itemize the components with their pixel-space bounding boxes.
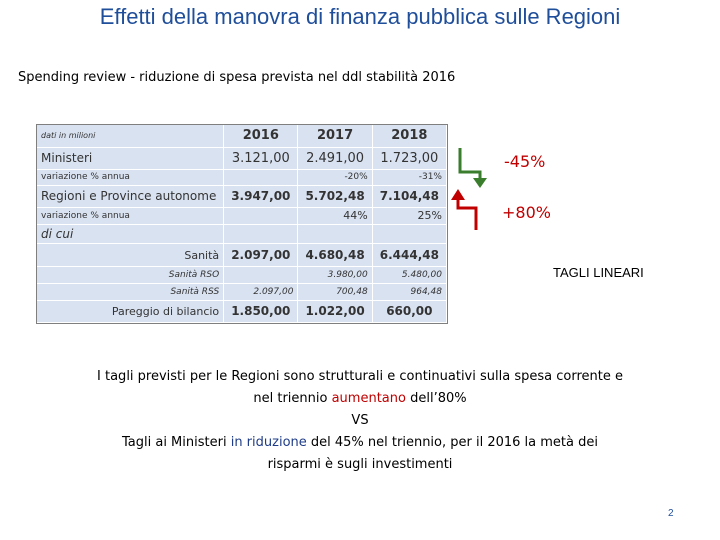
body-line: nel triennio aumentano dell’80% xyxy=(253,391,467,406)
body-line: Tagli ai Ministeri in riduzione del 45% … xyxy=(121,435,598,450)
table-cell: 700,48 xyxy=(297,283,373,301)
spending-table: dati in milioni 2016 2017 2018 Ministeri… xyxy=(36,124,448,324)
table-cell: 660,00 xyxy=(372,300,448,324)
table-cell: -31% xyxy=(372,169,448,186)
highlight-in-riduzione: in riduzione xyxy=(230,435,307,450)
body-line: VS xyxy=(351,413,369,428)
table-cell xyxy=(223,207,299,225)
table-cell: 4.680,48 xyxy=(297,243,373,267)
table-cell: 3.121,00 xyxy=(223,147,299,170)
table-cell: 2.491,00 xyxy=(297,147,373,170)
table-cell: 1.723,00 xyxy=(372,147,448,170)
row-label-variazione: variazione % annua xyxy=(37,169,225,186)
table-cell: 964,48 xyxy=(372,283,448,301)
down-arrow-icon xyxy=(458,148,487,188)
year-header: 2017 xyxy=(297,125,373,148)
table-cell: 5.702,48 xyxy=(297,185,373,208)
body-line: risparmi è sugli investimenti xyxy=(267,457,453,472)
row-label-regioni: Regioni e Province autonome xyxy=(37,185,225,208)
body-line: I tagli previsti per le Regioni sono str… xyxy=(97,369,623,384)
ministeri-change-label: -45% xyxy=(504,152,546,171)
table-cell: -20% xyxy=(297,169,373,186)
slide-title: Effetti della manovra di finanza pubblic… xyxy=(99,4,621,29)
year-header: 2016 xyxy=(223,125,299,148)
body-paragraph: I tagli previsti per le Regioni sono str… xyxy=(30,366,690,476)
row-label-ministeri: Ministeri xyxy=(37,147,225,170)
table-cell: 2.097,00 xyxy=(223,283,299,301)
table-cell: 44% xyxy=(297,207,373,225)
regioni-change-label: +80% xyxy=(502,203,551,222)
table-cell: 3.947,00 xyxy=(223,185,299,208)
row-label-sanita: Sanità xyxy=(37,243,225,267)
page-number: 2 xyxy=(668,508,674,519)
table-cell: 7.104,48 xyxy=(372,185,448,208)
row-label-sanita-rss: Sanità RSS xyxy=(37,283,225,301)
up-arrow-icon xyxy=(451,189,478,230)
di-cui-label: di cui xyxy=(37,224,225,245)
table-cell: 1.850,00 xyxy=(223,300,299,324)
table-cell: 5.480,00 xyxy=(372,266,448,284)
year-header: 2018 xyxy=(372,125,448,148)
table-cell: 3.980,00 xyxy=(297,266,373,284)
table-cell: 1.022,00 xyxy=(297,300,373,324)
table-cell xyxy=(223,169,299,186)
table-cell: 25% xyxy=(372,207,448,225)
unit-label: dati in milioni xyxy=(37,125,225,148)
row-label-pareggio: Pareggio di bilancio xyxy=(37,300,225,324)
row-label-sanita-rso: Sanità RSO xyxy=(37,266,225,284)
table-cell: 6.444,48 xyxy=(372,243,448,267)
row-label-variazione: variazione % annua xyxy=(37,207,225,225)
table-cell: 2.097,00 xyxy=(223,243,299,267)
highlight-aumentano: aumentano xyxy=(331,391,406,406)
table-cell xyxy=(223,266,299,284)
slide-subtitle: Spending review - riduzione di spesa pre… xyxy=(18,70,456,85)
tagli-lineari-label: TAGLI LINEARI xyxy=(553,265,644,280)
